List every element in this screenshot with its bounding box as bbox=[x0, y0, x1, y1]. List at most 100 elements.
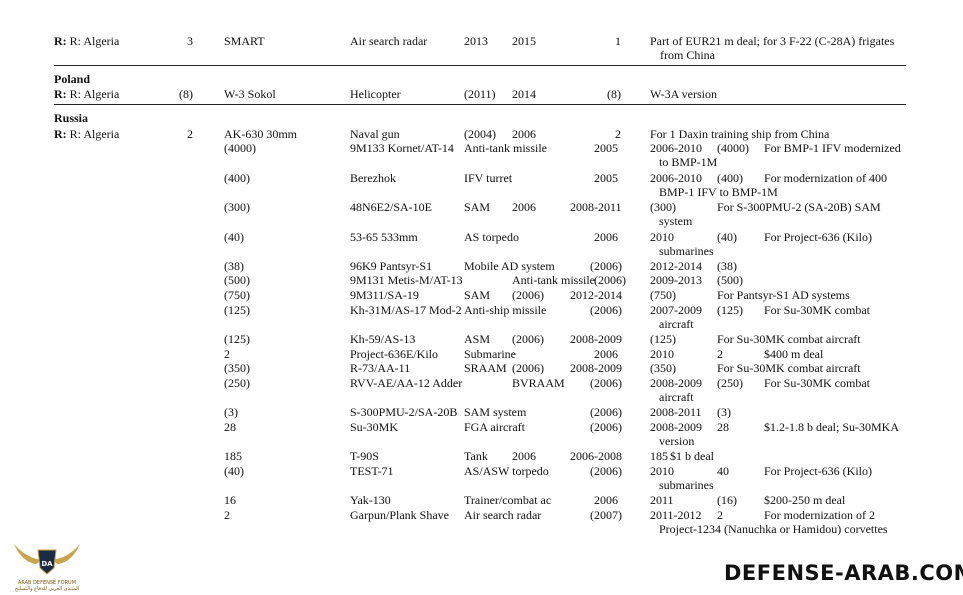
delivery-years: 2011-2012 bbox=[650, 508, 702, 522]
ordered-qty: (400) bbox=[224, 171, 250, 185]
delivery-years: 2008-2011 bbox=[570, 200, 622, 214]
ordered-qty: (500) bbox=[224, 273, 250, 287]
delivery-years: 2006-2010 bbox=[650, 171, 702, 185]
delivered-qty: 28 bbox=[717, 420, 729, 434]
weapon-designation: Kh-59/AS-13 bbox=[350, 332, 416, 346]
recipient-cell: R: R: Algeria bbox=[54, 87, 119, 101]
weapon-designation: 96K9 Pantsyr-S1 bbox=[350, 259, 433, 273]
comment: $1 b deal bbox=[670, 449, 714, 463]
logo-name: ARAB DEFENSE FORUM bbox=[17, 580, 77, 586]
delivered-qty: (40) bbox=[717, 230, 737, 244]
comment-continued: from China bbox=[660, 48, 715, 62]
order-year: (2004) bbox=[464, 127, 496, 141]
weapon-description: Mobile AD system bbox=[464, 259, 555, 273]
delivered-qty: (4000) bbox=[717, 141, 749, 155]
weapon-description: Air search radar bbox=[464, 508, 542, 522]
order-year: (2006) bbox=[512, 361, 544, 375]
comment-continued: aircraft bbox=[659, 317, 694, 331]
order-year: 2006 bbox=[594, 493, 618, 507]
delivery-years: 2008-2009 bbox=[570, 361, 622, 375]
weapon-description: SAM bbox=[464, 288, 491, 302]
delivered-qty: (38) bbox=[717, 259, 737, 273]
order-year: (2007) bbox=[590, 508, 622, 522]
order-year: 2006 bbox=[594, 347, 618, 361]
ordered-qty: (300) bbox=[224, 200, 250, 214]
delivered-qty: (125) bbox=[717, 303, 743, 317]
delivered-qty: 2 bbox=[717, 347, 723, 361]
order-year: 2006 bbox=[512, 449, 536, 463]
logo-initials: DA bbox=[41, 560, 53, 568]
delivered-qty: 2 bbox=[615, 127, 621, 141]
delivered-qty: 185 bbox=[650, 449, 668, 463]
comment: For Su-30MK combat aircraft bbox=[717, 332, 861, 346]
delivery-years: 2014 bbox=[512, 87, 536, 101]
weapon-description: SAM bbox=[464, 200, 491, 214]
weapon-designation: AK-630 30mm bbox=[224, 127, 297, 141]
logo-caption: ARAB DEFENSE FORUM المنتدى العربي للدفاع… bbox=[6, 580, 88, 592]
delivered-qty: 1 bbox=[615, 34, 621, 48]
recipient-name: R: Algeria bbox=[69, 127, 120, 141]
weapon-designation: Su-30MK bbox=[350, 420, 399, 434]
comment: Part of EUR21 m deal; for 3 F-22 (C-28A)… bbox=[650, 34, 895, 48]
weapon-description: Tank bbox=[464, 449, 488, 463]
ordered-qty: 2 bbox=[187, 127, 193, 141]
comment-continued: to BMP-1M bbox=[659, 155, 718, 169]
weapon-designation: Project-636E/Kilo bbox=[350, 347, 438, 361]
recipient-cell: R: R: Algeria bbox=[54, 127, 119, 141]
comment: For Pantsyr-S1 AD systems bbox=[717, 288, 850, 302]
ordered-qty: (4000) bbox=[224, 141, 256, 155]
delivery-years: 2010 bbox=[650, 230, 674, 244]
weapon-description: Air search radar bbox=[350, 34, 428, 48]
weapon-designation: 48N6E2/SA-10E bbox=[350, 200, 432, 214]
weapon-description: Trainer/combat ac bbox=[464, 493, 552, 507]
weapon-description: Naval gun bbox=[350, 127, 400, 141]
right-wing-icon bbox=[52, 544, 80, 564]
ordered-qty: (750) bbox=[224, 288, 250, 302]
weapon-description: IFV turret bbox=[464, 171, 513, 185]
weapon-description: FGA aircraft bbox=[464, 420, 525, 434]
weapon-description: SAM system bbox=[464, 405, 527, 419]
delivery-years: 2006 bbox=[512, 127, 536, 141]
delivery-years: 2007-2009 bbox=[650, 303, 702, 317]
ordered-qty: (350) bbox=[224, 361, 250, 375]
ordered-qty: (250) bbox=[224, 376, 250, 390]
weapon-description: SRAAM bbox=[464, 361, 507, 375]
comment: $400 m deal bbox=[764, 347, 824, 361]
weapon-designation: Yak-130 bbox=[350, 493, 391, 507]
weapon-designation: 9M311/SA-19 bbox=[350, 288, 419, 302]
delivery-years: 2008-2009 bbox=[650, 376, 702, 390]
section-divider bbox=[54, 104, 906, 105]
order-year: 2006 bbox=[594, 230, 618, 244]
comment-continued: BMP-1 IFV to BMP-1M bbox=[659, 185, 778, 199]
ordered-qty: (3) bbox=[224, 405, 238, 419]
order-year: 2005 bbox=[594, 171, 618, 185]
ordered-qty: 2 bbox=[224, 347, 230, 361]
delivery-years: 2010 bbox=[650, 347, 674, 361]
weapon-description: Submarine bbox=[464, 347, 516, 361]
weapon-designation: 9M131 Metis-M/AT-13 bbox=[350, 273, 463, 287]
ordered-qty: (40) bbox=[224, 230, 244, 244]
order-year: (2006) bbox=[590, 464, 622, 478]
order-year: (2006) bbox=[594, 273, 626, 287]
recipient-prefix: R: bbox=[54, 87, 67, 101]
ordered-qty: (125) bbox=[224, 332, 250, 346]
delivered-qty: (300) bbox=[650, 200, 676, 214]
delivery-years: 2011 bbox=[650, 493, 674, 507]
comment: W-3A version bbox=[650, 87, 717, 101]
delivered-qty: (750) bbox=[650, 288, 676, 302]
delivered-qty: (400) bbox=[717, 171, 743, 185]
order-year: (2006) bbox=[512, 288, 544, 302]
order-year: (2011) bbox=[464, 87, 496, 101]
recipient-name: R: Algeria bbox=[69, 87, 120, 101]
comment-continued: system bbox=[659, 214, 693, 228]
delivery-years: 2008-2009 bbox=[570, 332, 622, 346]
comment: For Project-636 (Kilo) bbox=[764, 230, 872, 244]
recipient-prefix: R: bbox=[54, 34, 67, 48]
section-divider bbox=[54, 65, 906, 66]
ordered-qty: (125) bbox=[224, 303, 250, 317]
ordered-qty: 16 bbox=[224, 493, 236, 507]
comment: For Su-30MK combat bbox=[764, 303, 870, 317]
weapon-description: AS torpedo bbox=[464, 230, 519, 244]
ordered-qty: 28 bbox=[224, 420, 236, 434]
weapon-description: ASM bbox=[464, 332, 491, 346]
